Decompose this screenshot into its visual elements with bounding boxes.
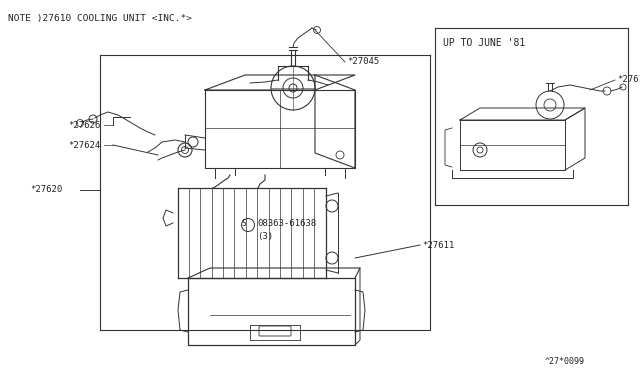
Text: *27624: *27624: [68, 141, 100, 150]
Text: 08363-61638: 08363-61638: [257, 219, 316, 228]
Text: (3): (3): [257, 231, 273, 241]
Text: *27626: *27626: [68, 121, 100, 129]
Text: ^27*0099: ^27*0099: [545, 357, 585, 366]
Text: NOTE )27610 COOLING UNIT <INC.*>: NOTE )27610 COOLING UNIT <INC.*>: [8, 13, 192, 22]
Text: S: S: [242, 219, 246, 228]
Text: *27045: *27045: [347, 58, 380, 67]
Text: *27610M: *27610M: [617, 76, 640, 84]
Text: *27611: *27611: [422, 241, 454, 250]
Text: UP TO JUNE '81: UP TO JUNE '81: [443, 38, 525, 48]
Text: *27620: *27620: [30, 186, 62, 195]
